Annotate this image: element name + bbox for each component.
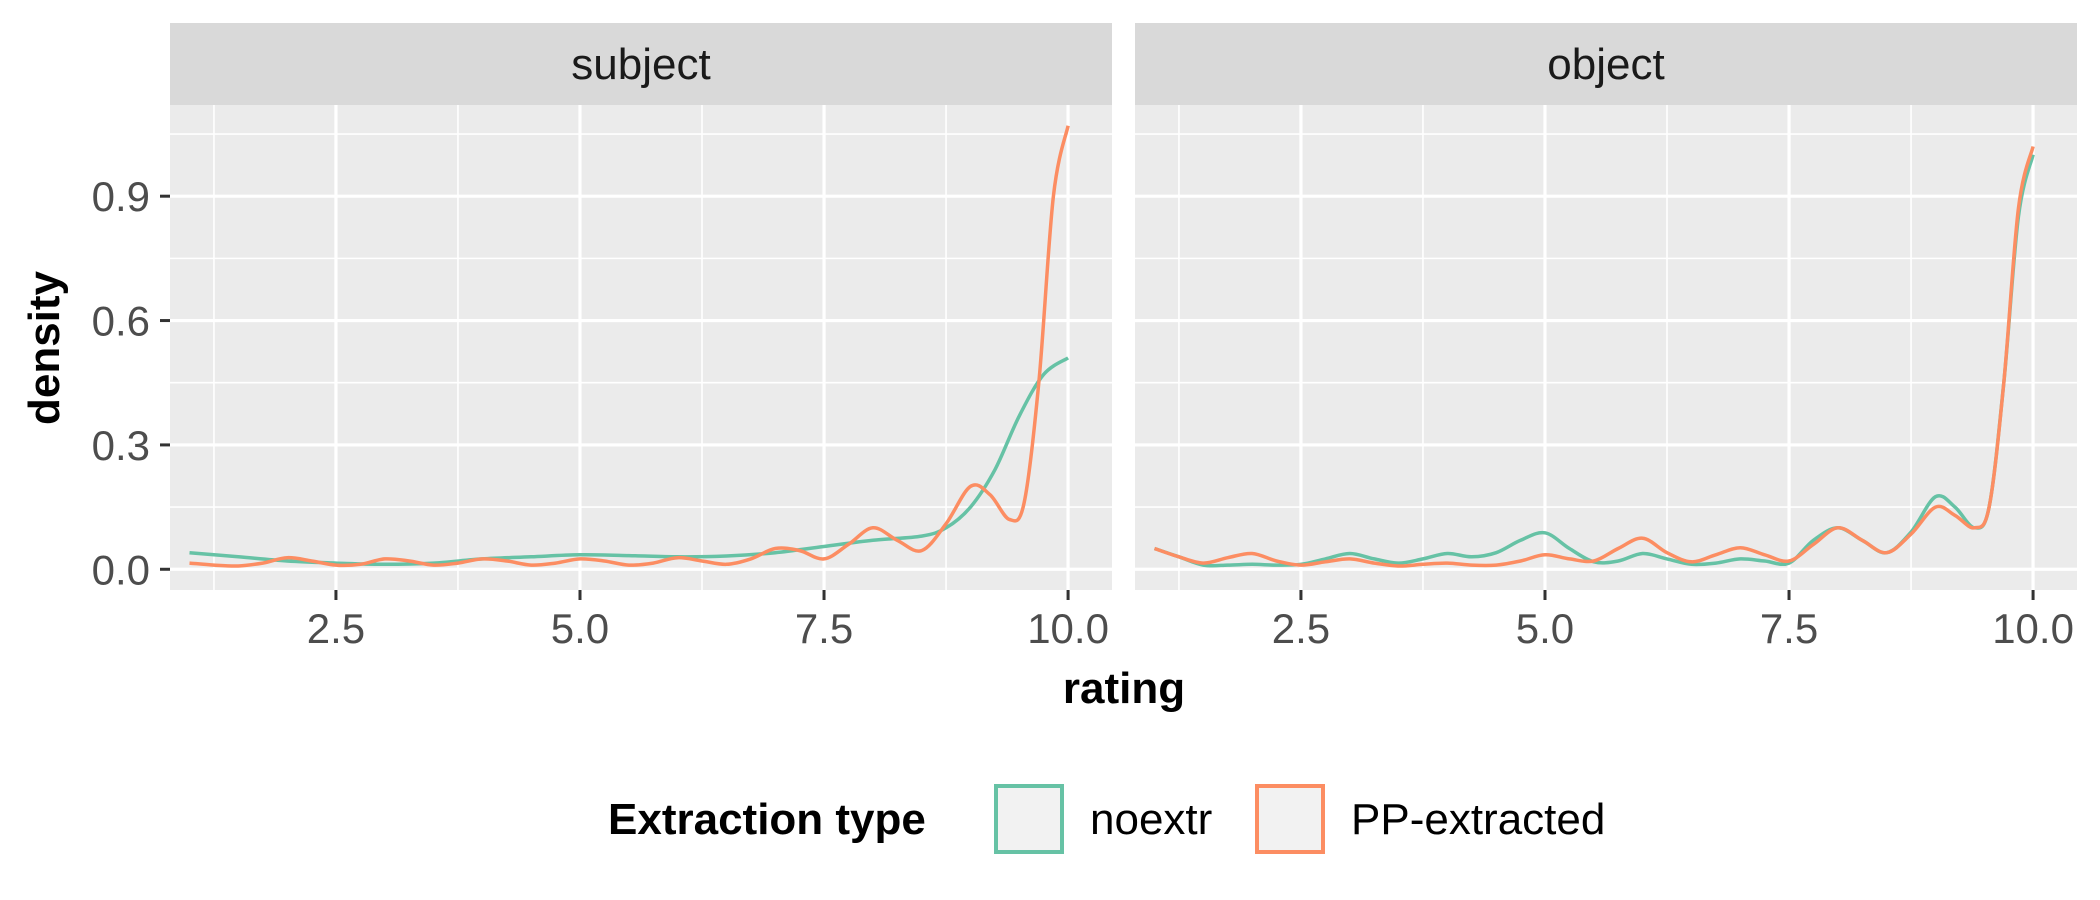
legend-key-noextr (994, 784, 1064, 854)
grid-subject (170, 105, 1112, 590)
y-tick-label-0: 0.0 (92, 546, 150, 593)
legend-label-pp-extracted: PP-extracted (1351, 795, 1605, 844)
x-axis-title: rating (1063, 664, 1185, 713)
y-tick-label-2: 0.6 (92, 298, 150, 345)
x-tick-label-3: 10.0 (1027, 605, 1109, 652)
density-line-pp-extracted-subject (189, 125, 1070, 568)
x-tick-label-0: 2.5 (1272, 605, 1330, 652)
strip-label-object: object (1547, 40, 1664, 89)
series-lines-object (1153, 146, 2035, 568)
y-axis-title: density (20, 270, 69, 425)
density-line-noextr-object (1153, 154, 2035, 568)
strip-background-object (1135, 23, 2077, 105)
strip-background-subject (170, 23, 1112, 105)
x-axis-subject: 2.5 5.0 7.5 10.0 (307, 590, 1109, 652)
x-tick-label-3: 10.0 (1992, 605, 2074, 652)
density-line-pp-extracted-object (1153, 146, 2035, 568)
x-tick-label-1: 5.0 (1516, 605, 1574, 652)
plot-area-subject (170, 105, 1112, 590)
x-axis-object: 2.5 5.0 7.5 10.0 (1272, 590, 2074, 652)
x-tick-label-1: 5.0 (551, 605, 609, 652)
y-axis: 0.0 0.3 0.6 0.9 (92, 173, 170, 593)
panel-subject: subject (170, 23, 1112, 590)
y-tick-label-1: 0.3 (92, 422, 150, 469)
x-tick-label-2: 7.5 (1760, 605, 1818, 652)
legend: Extraction type noextr PP-extracted (608, 784, 1605, 854)
legend-key-pp-extracted (1255, 784, 1325, 854)
strip-label-subject: subject (571, 40, 710, 89)
y-tick-label-3: 0.9 (92, 173, 150, 220)
legend-label-noextr: noextr (1090, 795, 1212, 844)
grid-object (1135, 105, 2077, 590)
x-tick-label-2: 7.5 (795, 605, 853, 652)
panel-object: object (1135, 23, 2077, 590)
plot-area-object (1135, 105, 2077, 590)
x-tick-label-0: 2.5 (307, 605, 365, 652)
series-lines-subject (189, 125, 1070, 568)
legend-title: Extraction type (608, 795, 926, 844)
